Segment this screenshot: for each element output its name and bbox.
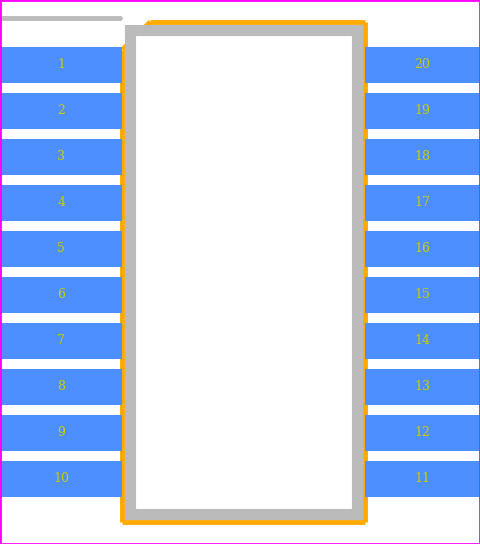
Text: 1: 1 [57, 59, 65, 71]
Text: 11: 11 [414, 473, 431, 485]
Text: 19: 19 [414, 104, 431, 118]
Bar [365, 139, 480, 175]
Text: 7: 7 [57, 335, 65, 348]
Bar [365, 47, 480, 83]
Text: 4: 4 [57, 196, 65, 209]
Text: 16: 16 [414, 243, 431, 256]
Bar [0, 185, 122, 221]
Bar [0, 47, 122, 83]
Text: 3: 3 [57, 151, 65, 164]
Text: 15: 15 [414, 288, 431, 301]
Bar [0, 277, 122, 313]
Text: 8: 8 [57, 380, 65, 393]
Bar [0, 415, 122, 451]
Bar [365, 231, 480, 267]
Text: 9: 9 [57, 426, 65, 440]
Text: 2: 2 [57, 104, 65, 118]
Bar [0, 323, 122, 359]
Text: 13: 13 [414, 380, 431, 393]
Bar [0, 461, 122, 497]
Bar [365, 415, 480, 451]
Bar [365, 277, 480, 313]
Bar [0, 369, 122, 405]
Bar [365, 185, 480, 221]
Bar [365, 93, 480, 129]
Bar [365, 369, 480, 405]
Bar [131, 30, 357, 514]
Text: 10: 10 [53, 473, 69, 485]
Text: 17: 17 [414, 196, 431, 209]
Text: 5: 5 [57, 243, 65, 256]
Bar [365, 323, 480, 359]
Text: 18: 18 [414, 151, 431, 164]
Bar [0, 231, 122, 267]
Bar [0, 139, 122, 175]
Text: 20: 20 [414, 59, 431, 71]
Text: 12: 12 [414, 426, 431, 440]
Text: 6: 6 [57, 288, 65, 301]
Text: 14: 14 [414, 335, 431, 348]
Bar [0, 93, 122, 129]
Bar [365, 461, 480, 497]
